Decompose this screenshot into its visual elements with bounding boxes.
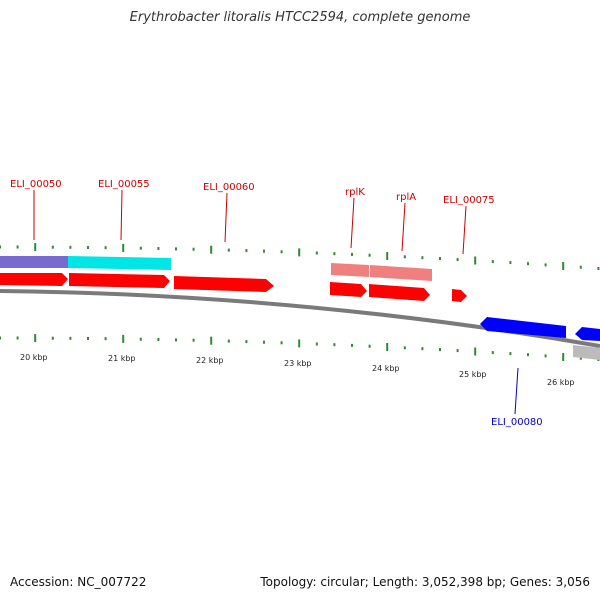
scale-label-21kbp: 21 kbp	[108, 354, 136, 363]
genome-backbone	[0, 289, 600, 348]
feature-bar-pink-rpla[interactable]	[370, 265, 432, 281]
gene-label-eli-00055[interactable]: ELI_00055	[98, 179, 150, 190]
gene-label-eli-00075[interactable]: ELI_00075	[443, 195, 495, 206]
gene-label-rpla[interactable]: rplA	[396, 192, 416, 203]
lower-tick-row	[0, 334, 600, 361]
gene-label-eli-00050[interactable]: ELI_00050	[10, 179, 62, 190]
gene-labels: ELI_00050 ELI_00055 ELI_00060 rplK rplA …	[10, 179, 543, 428]
cds-rplk[interactable]	[330, 282, 367, 297]
feature-bar-cyan[interactable]	[68, 256, 171, 270]
scale-labels: 20 kbp 21 kbp 22 kbp 23 kbp 24 kbp 25 kb…	[20, 353, 575, 387]
feature-bar-gray[interactable]	[573, 345, 600, 360]
cds-rpla[interactable]	[369, 284, 430, 301]
scale-label-26kbp: 26 kbp	[547, 378, 575, 387]
cds-eli-00060[interactable]	[174, 276, 274, 292]
reverse-cds-track	[480, 317, 600, 360]
cds-eli-00075[interactable]	[452, 289, 467, 302]
genome-summary-text: Topology: circular; Length: 3,052,398 bp…	[260, 575, 590, 589]
gene-label-rplk[interactable]: rplK	[345, 187, 365, 198]
cds-reverse-next[interactable]	[575, 327, 600, 341]
gene-label-eli-00080[interactable]: ELI_00080	[491, 417, 543, 428]
cds-eli-00050[interactable]	[0, 273, 68, 286]
genome-title: Erythrobacter litoralis HTCC2594, comple…	[129, 10, 471, 25]
scale-label-23kbp: 23 kbp	[284, 359, 312, 368]
scale-label-22kbp: 22 kbp	[196, 356, 224, 365]
accession-text: Accession: NC_007722	[10, 575, 147, 589]
forward-cds-track	[0, 273, 467, 302]
annotation-track	[0, 256, 432, 281]
cds-eli-00080[interactable]	[480, 317, 566, 338]
scale-label-24kbp: 24 kbp	[372, 364, 400, 373]
upper-tick-row	[0, 243, 600, 270]
cds-eli-00055[interactable]	[69, 273, 170, 288]
scale-label-20kbp: 20 kbp	[20, 353, 48, 362]
scale-label-25kbp: 25 kbp	[459, 370, 487, 379]
gene-label-eli-00060[interactable]: ELI_00060	[203, 182, 255, 193]
feature-bar-purple[interactable]	[0, 256, 68, 268]
feature-bar-pink-rplk[interactable]	[331, 263, 369, 277]
